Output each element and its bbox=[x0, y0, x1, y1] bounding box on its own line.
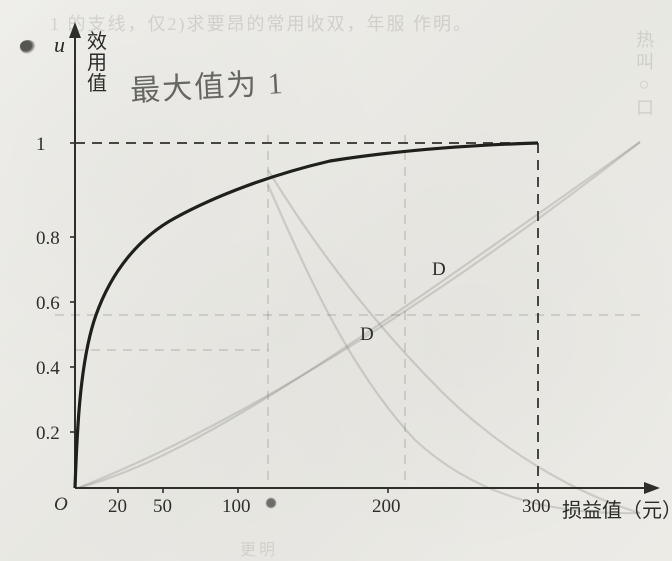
chart-svg: D D 0.2 0.4 0.6 0.8 1 O 20 50 100 200 bbox=[0, 0, 672, 561]
ghost-curve-2 bbox=[268, 185, 640, 513]
main-utility-curve bbox=[75, 143, 538, 488]
chart-paper: 1 的支线，仅2)求要昂的常用收双，年服 作明。 热叫○口 u 效用值 最大值为… bbox=[0, 0, 672, 561]
x-tick-label: 200 bbox=[372, 496, 401, 517]
y-tick-label: 0.4 bbox=[36, 358, 60, 379]
x-tick-label: 100 bbox=[222, 496, 251, 517]
x-tick-label: 20 bbox=[108, 496, 127, 517]
ghost-d-label-1: D bbox=[432, 259, 446, 280]
x-tick-label: 300 bbox=[522, 496, 551, 517]
y-tick-label: 1 bbox=[36, 134, 46, 155]
ghost-text-bottom: 更明 bbox=[240, 536, 278, 560]
ghost-d-label-2: D bbox=[360, 324, 374, 345]
y-axis-arrow-icon bbox=[69, 22, 81, 38]
ghost-curve-1 bbox=[268, 170, 640, 513]
y-tick-label: 0.8 bbox=[36, 228, 60, 249]
y-tick-label: 0.2 bbox=[36, 423, 60, 444]
origin-label: O bbox=[54, 494, 68, 515]
y-tick-label: 0.6 bbox=[36, 293, 60, 314]
x-tick-label: 50 bbox=[153, 496, 172, 517]
x-axis-arrow-icon bbox=[644, 482, 660, 494]
x-axis-label-cn: 损益值（元） bbox=[562, 494, 672, 523]
smudge-dot bbox=[266, 498, 276, 508]
